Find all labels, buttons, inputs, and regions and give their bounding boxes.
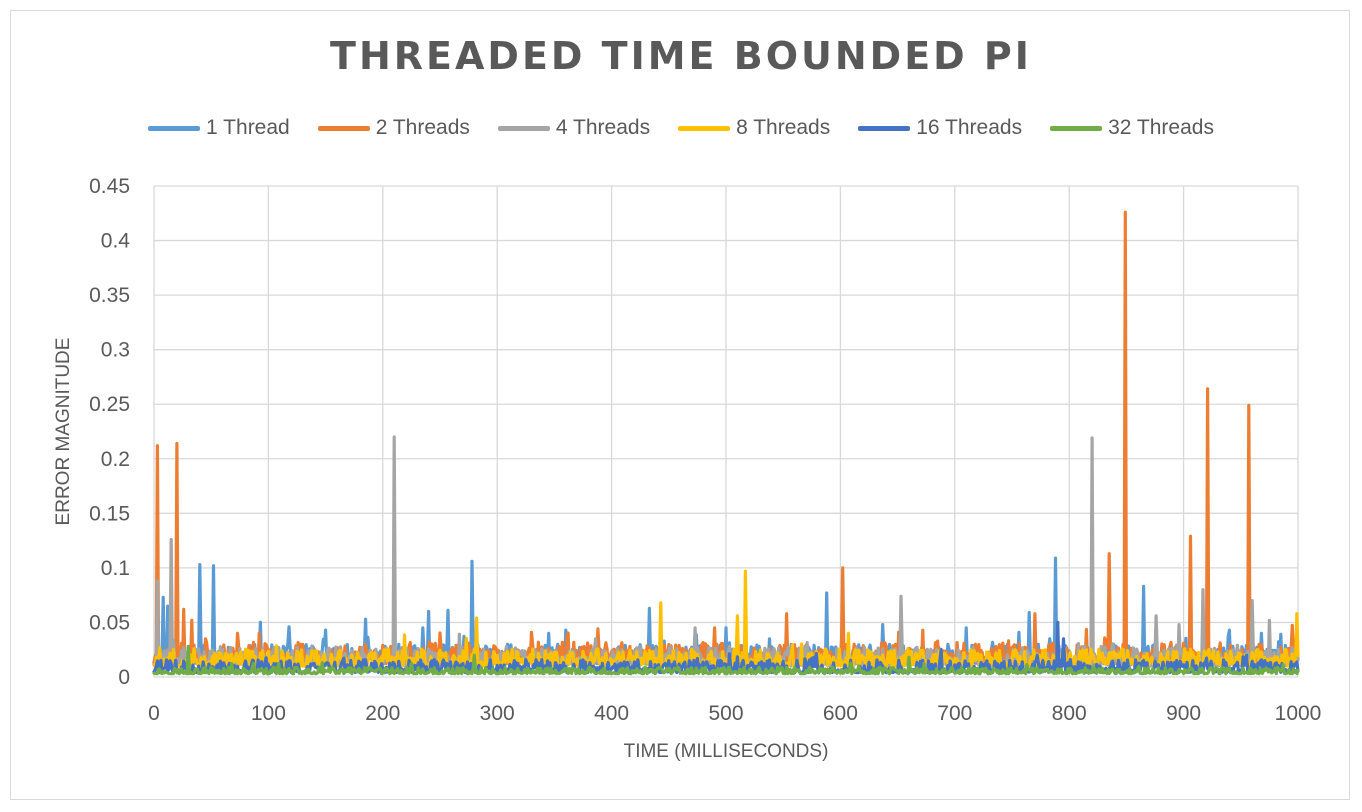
y-tick-label: 0.05: [89, 611, 130, 634]
y-tick-label: 0.1: [101, 557, 130, 580]
y-tick-label: 0.25: [89, 393, 130, 416]
x-tick-label: 700: [937, 702, 972, 725]
legend-item: 16 Threads: [858, 116, 1022, 140]
legend-label: 8 Threads: [736, 116, 831, 139]
x-tick-label: 800: [1052, 702, 1087, 725]
x-tick-label: 400: [594, 702, 629, 725]
y-tick-label: 0.2: [101, 448, 130, 471]
y-axis-title: ERROR MAGNITUDE: [53, 338, 74, 526]
legend-item: 32 Threads: [1050, 116, 1214, 140]
legend-label: 2 Threads: [375, 116, 470, 139]
legend-swatch: [497, 125, 550, 131]
series-lines: [152, 210, 1300, 676]
x-axis-title: TIME (MILLISECONDS): [624, 741, 829, 762]
y-tick-label: 0.3: [101, 339, 130, 362]
legend: 1 Thread 2 Threads 4 Threads 8 Threads 16 Th…: [0, 116, 1362, 140]
y-tick-label: 0.35: [89, 284, 130, 307]
y-tick-label: 0.15: [89, 502, 130, 525]
y-tick-label: 0.4: [101, 230, 131, 253]
legend-item: 4 Threads: [497, 116, 651, 140]
legend-label: 16 Threads: [916, 116, 1023, 139]
x-tick-label: 600: [823, 702, 858, 725]
legend-item: 1 Thread: [148, 116, 290, 140]
legend-swatch: [858, 125, 911, 131]
legend-label: 32 Threads: [1108, 116, 1214, 139]
x-tick-label: 100: [251, 702, 286, 725]
x-tick-label: 900: [1166, 702, 1201, 725]
x-tick-label: 200: [365, 702, 400, 725]
legend-item: 8 Threads: [678, 116, 830, 140]
x-tick-label: 0: [148, 702, 160, 725]
x-tick-label: 500: [708, 702, 743, 725]
legend-swatch: [148, 125, 201, 131]
x-tick-label: 300: [480, 702, 515, 725]
legend-swatch: [317, 125, 370, 131]
legend-label: 1 Thread: [206, 116, 290, 139]
chart-title: THREADED TIME BOUNDED PI: [330, 34, 1032, 78]
x-tick-label: 1000: [1275, 702, 1322, 725]
series-line-6: [152, 644, 1300, 676]
legend-item: 2 Threads: [317, 116, 470, 140]
y-tick-label: 0.45: [89, 175, 130, 198]
legend-swatch: [678, 125, 731, 131]
legend-swatch: [1050, 125, 1103, 131]
y-tick-label: 0: [118, 666, 130, 689]
legend-label: 4 Threads: [555, 116, 651, 139]
